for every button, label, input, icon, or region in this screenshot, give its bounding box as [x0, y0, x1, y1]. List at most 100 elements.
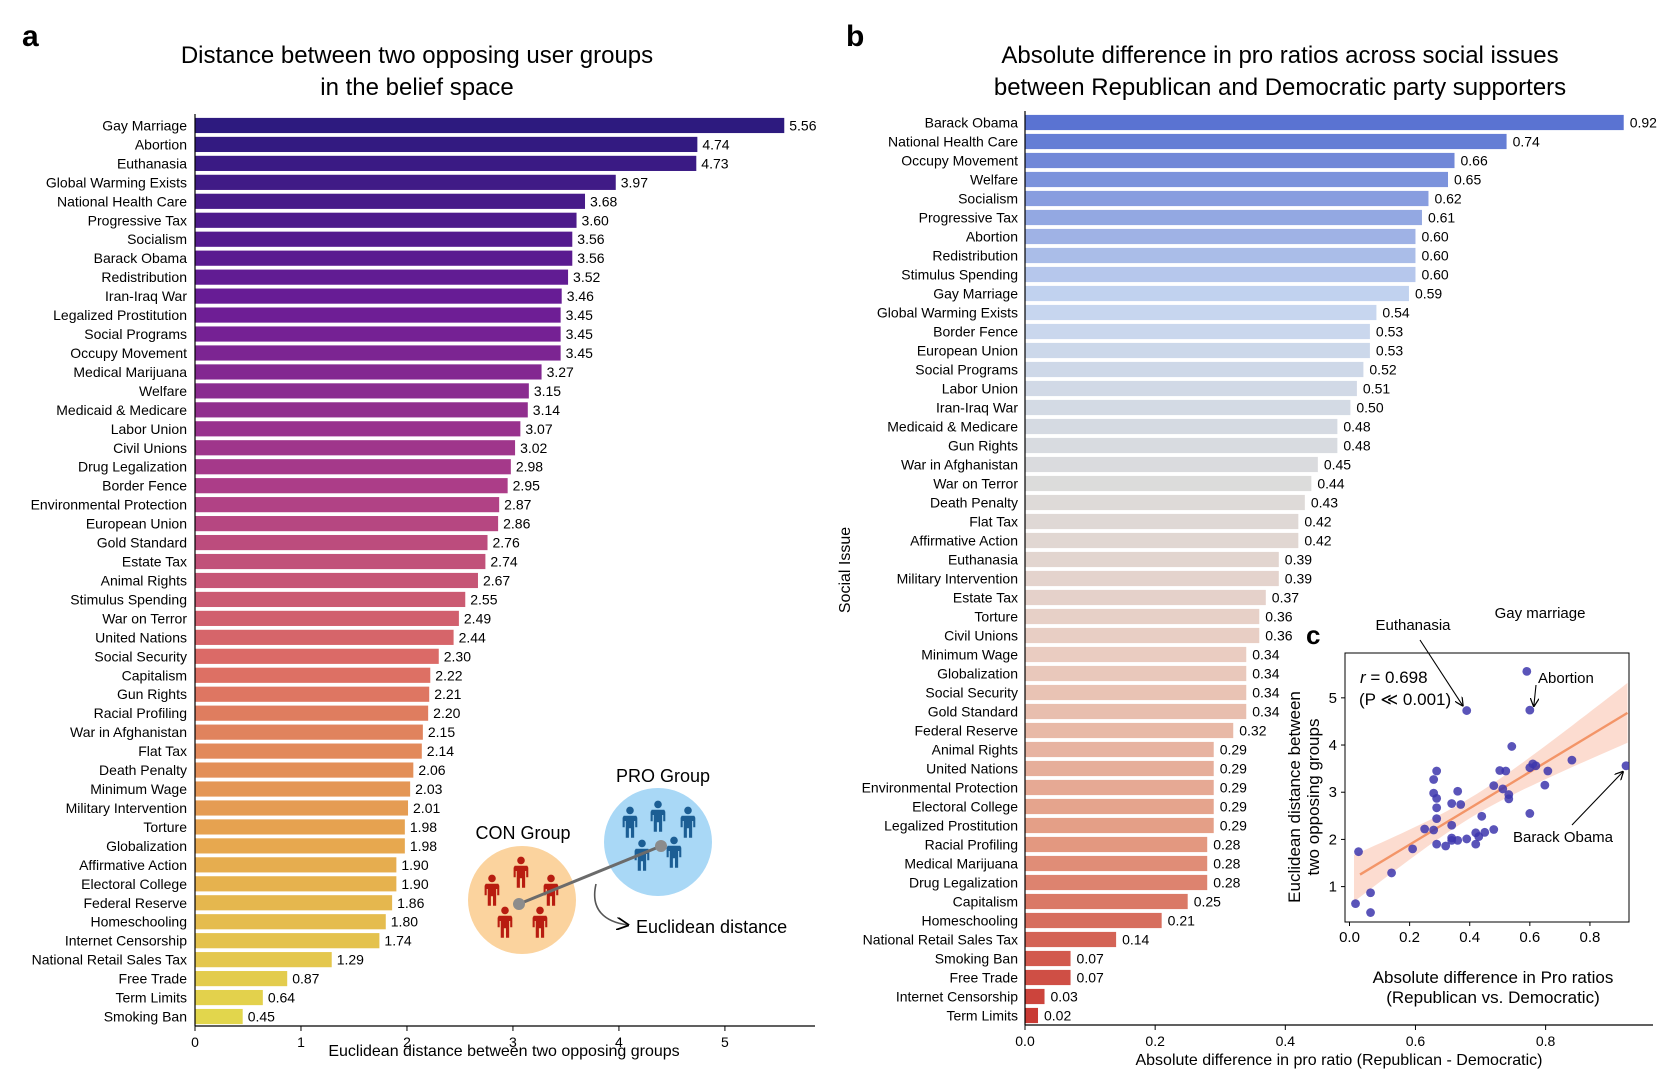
panel-b-bar-chart: Absolute difference in pro ratios across… [837, 42, 1657, 1069]
panel-b-bar [1025, 836, 1208, 853]
panel-b-bar [1025, 589, 1266, 606]
panel-b-category-label: Social Security [925, 685, 1018, 701]
panel-c-point [1543, 766, 1553, 776]
panel-a-x-axis: 0 1 2 3 4 5 [191, 114, 815, 1050]
person-icon [622, 806, 638, 838]
panel-b-category-label: Global Warming Exists [877, 305, 1018, 321]
panel-b-ylabel: Social Issue [837, 527, 854, 613]
panel-a-category-label: Globalization [106, 838, 187, 854]
person-icon [666, 836, 682, 868]
panel-b-bar [1025, 855, 1208, 872]
panel-b-category-label: Civil Unions [944, 628, 1018, 644]
panel-b-category-label: War in Afghanistan [901, 457, 1018, 473]
panel-a-value-label: 3.15 [534, 383, 561, 399]
panel-a-value-label: 2.76 [493, 535, 520, 551]
panel-c-point [1429, 775, 1439, 784]
panel-c-axes: 0.0 0.2 0.4 0.6 0.8 1 2 3 4 5 [1329, 690, 1601, 946]
panel-label-c: c [1306, 620, 1320, 650]
panel-b-bar [1025, 342, 1370, 359]
panel-a-category-label: Euthanasia [117, 155, 187, 171]
panel-b-category-label: Capitalism [953, 894, 1018, 910]
panel-a-value-label: 2.95 [513, 478, 540, 494]
panel-b-category-label: Border Fence [933, 324, 1018, 340]
panel-b-x-tick-label: 0.8 [1536, 1033, 1556, 1049]
panel-b-bar [1025, 247, 1416, 264]
panel-b-value-label: 0.42 [1304, 533, 1331, 549]
person-icon [532, 906, 548, 938]
panel-b-x-axis: 0.0 0.2 0.4 0.6 0.8 [1015, 111, 1653, 1049]
panel-a-value-label: 1.86 [397, 895, 424, 911]
panel-c-point [1453, 786, 1463, 796]
panel-b-value-label: 0.48 [1343, 438, 1370, 454]
panel-c-point [1441, 841, 1451, 851]
panel-b-value-label: 0.51 [1363, 381, 1390, 397]
panel-b-category-label: National Retail Sales Tax [863, 932, 1018, 948]
panel-b-value-label: 0.39 [1285, 571, 1312, 587]
panel-a-xlabel: Euclidean distance between two opposing … [328, 1043, 679, 1060]
panel-a-bar [195, 155, 697, 171]
panel-b-value-label: 0.34 [1252, 666, 1279, 682]
panel-a-value-label: 3.56 [577, 231, 604, 247]
panel-a-category-label: Affirmative Action [79, 857, 187, 873]
panel-a-bar [195, 705, 429, 721]
panel-b-value-label: 0.48 [1343, 419, 1370, 435]
panel-b-value-label: 0.44 [1317, 476, 1344, 492]
panel-b-category-label: Social Programs [915, 362, 1018, 378]
euclidean-distance-label: Euclidean distance [636, 917, 787, 937]
panel-a-value-label: 1.90 [401, 857, 428, 873]
panel-a-value-label: 3.52 [573, 269, 600, 285]
panel-c-x-tick-label: 0.4 [1459, 929, 1480, 946]
panel-a-category-label: Abortion [135, 136, 187, 152]
panel-b-bar [1025, 190, 1429, 207]
panel-b-bar [1025, 266, 1416, 283]
panel-b-value-label: 0.02 [1044, 1008, 1071, 1024]
panel-a-bar [195, 610, 459, 626]
panel-a-bar [195, 952, 332, 968]
panel-a-x-tick-label: 0 [191, 1034, 199, 1050]
panel-c-point [1354, 847, 1363, 857]
panel-a-bar [195, 914, 386, 930]
panel-c-point [1366, 888, 1375, 898]
panel-a-category-label: Environmental Protection [31, 497, 187, 513]
panel-a-value-label: 2.98 [516, 459, 543, 475]
panel-c-point [1621, 761, 1629, 771]
con-centroid-dot [513, 898, 525, 910]
panel-b-category-label: Military Intervention [897, 571, 1018, 587]
panel-b-category-label: War on Terror [933, 476, 1018, 492]
panel-b-value-label: 0.66 [1461, 153, 1488, 169]
panel-b-category-label: Term Limits [946, 1008, 1018, 1024]
panel-b-value-label: 0.21 [1168, 913, 1195, 929]
panel-a-bar [195, 174, 616, 190]
panel-a-bar [195, 250, 573, 266]
panel-a-category-label: Civil Unions [113, 440, 187, 456]
panel-b-value-label: 0.39 [1285, 552, 1312, 568]
panel-c-point [1474, 832, 1484, 841]
panel-b-category-label: Labor Union [942, 381, 1018, 397]
panel-c-label-arrow [1534, 684, 1536, 706]
panel-b-category-label: Federal Reserve [915, 723, 1019, 739]
panel-b-value-label: 0.34 [1252, 704, 1279, 720]
panel-a-value-label: 5.56 [789, 117, 816, 133]
panel-a-bar [195, 402, 528, 418]
panel-a-bar [195, 781, 411, 797]
panel-b-bar [1025, 931, 1117, 948]
panel-b-value-label: 0.28 [1213, 856, 1240, 872]
panel-a-category-label: Social Programs [84, 326, 187, 342]
panel-b-value-label: 0.59 [1415, 286, 1442, 302]
panel-b-bar [1025, 741, 1214, 758]
panel-a-category-label: Electoral College [81, 876, 187, 892]
panel-b-value-label: 0.07 [1077, 970, 1104, 986]
panel-a-value-label: 3.07 [525, 421, 552, 437]
panel-b-bars: Barack Obama 0.92 National Health Care 0.74… [862, 115, 1658, 1024]
panel-c-point-labels: Euthanasia Gay marriage Abortion Barack Oba… [1375, 605, 1623, 846]
pro-centroid-dot [655, 840, 667, 852]
panel-b-bar [1025, 874, 1208, 891]
panel-b-value-label: 0.65 [1454, 172, 1481, 188]
panel-c-point [1408, 844, 1418, 854]
panel-b-category-label: Abortion [966, 229, 1018, 245]
panel-a-value-label: 3.14 [533, 402, 560, 418]
panel-b-bar [1025, 608, 1260, 625]
panel-a-bar [195, 136, 698, 153]
panel-b-value-label: 0.36 [1265, 609, 1292, 625]
panel-b-value-label: 0.03 [1051, 989, 1078, 1005]
